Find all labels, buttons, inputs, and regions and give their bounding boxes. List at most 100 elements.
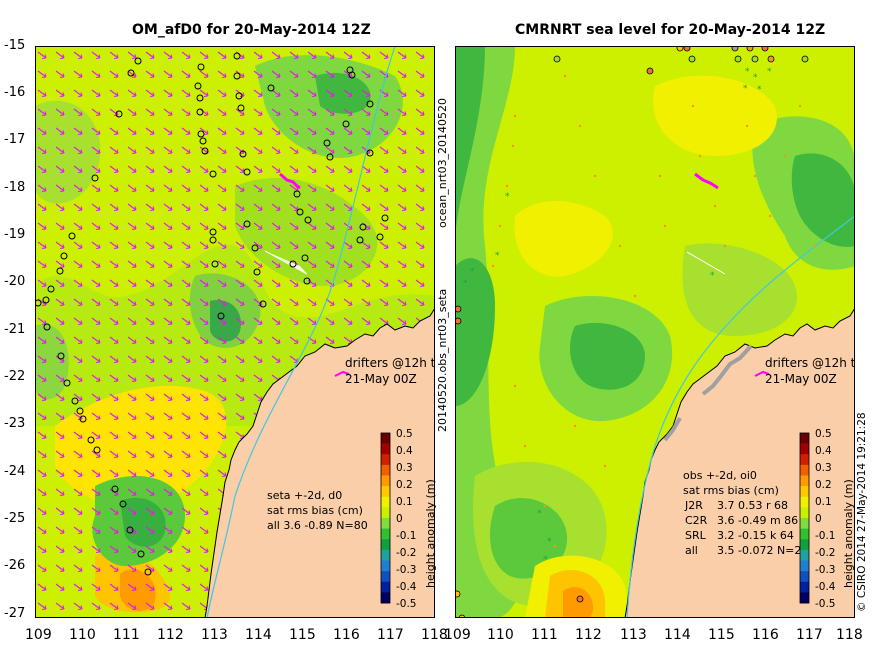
svg-text:0.4: 0.4 (396, 445, 413, 457)
lon-tick: 118 (421, 627, 448, 643)
colorbar-swatch (800, 549, 809, 561)
right-map: *** ** **** **** drifters @12h to 21-May … (455, 46, 855, 618)
lon-tick: 113 (620, 627, 647, 643)
colorbar-swatch (800, 571, 809, 583)
lat-tick: -23 (4, 416, 26, 431)
svg-text:-0.4: -0.4 (815, 581, 836, 593)
colorbar-swatch (800, 528, 809, 540)
svg-text:0.5: 0.5 (815, 428, 832, 440)
right-colorbar-ticks: 0.5 0.4 0.3 0.2 0.1 0 -0.1 -0.2 -0.3 -0.… (815, 428, 836, 610)
colorbar-swatch (381, 592, 390, 604)
lon-tick: 117 (796, 627, 823, 643)
right-shelf-contour-line (626, 215, 855, 618)
left-stats-line3: all 3.6 -0.89 N=80 (267, 519, 368, 532)
colorbar-swatch (381, 518, 390, 529)
svg-text:*: * (463, 279, 468, 289)
svg-text:*: * (757, 85, 762, 95)
svg-text:*: * (753, 73, 758, 83)
svg-text:-0.3: -0.3 (396, 564, 417, 576)
right-map-title: CMRNRT sea level for 20-May-2014 12Z (515, 22, 826, 38)
left-map: drifters @12h to 21-May 00Z seta +-2d, d… (35, 46, 435, 618)
svg-text:-0.1: -0.1 (815, 530, 836, 542)
colorbar-swatch (381, 454, 390, 466)
lat-tick: -19 (4, 227, 26, 242)
lon-tick: 115 (289, 627, 316, 643)
stats-values: 3.7 0.53 r 68 (717, 499, 788, 512)
svg-text:*: * (470, 267, 475, 277)
colorbar-swatch (381, 571, 390, 583)
svg-text:*: * (710, 271, 715, 281)
lon-tick: 112 (157, 627, 184, 643)
colorbar-swatch (800, 475, 809, 487)
colorbar-swatch (800, 581, 809, 593)
svg-text:-0.2: -0.2 (396, 547, 417, 559)
colorbar-swatch (800, 496, 809, 508)
stats-sat: C2R (685, 514, 708, 527)
left-colorbar: 0.5 0.4 0.3 0.2 0.1 0 -0.1 -0.2 -0.3 -0.… (380, 428, 417, 610)
svg-text:-0.5: -0.5 (396, 598, 417, 610)
lon-tick: 115 (708, 627, 735, 643)
lat-tick: -16 (4, 85, 26, 100)
lat-tick: -24 (4, 464, 26, 479)
left-map-title: OM_afD0 for 20-May-2014 12Z (132, 22, 371, 38)
colorbar-swatch (381, 443, 390, 455)
left-stats-line2: sat rms bias (cm) (267, 504, 363, 517)
svg-text:*: * (743, 84, 748, 94)
right-alongtrack-dots (491, 74, 817, 548)
lat-tick: -26 (4, 558, 26, 573)
lon-tick: 109 (25, 627, 52, 643)
colorbar-swatch (800, 433, 809, 444)
shelf-contour-line (206, 46, 396, 618)
svg-text:0.3: 0.3 (396, 462, 413, 474)
left-stats-line1: seta +-2d, d0 (267, 489, 342, 502)
stats-sat: SRL (685, 529, 707, 542)
drifter-legend-mark (334, 370, 350, 377)
lon-tick: 110 (487, 627, 514, 643)
right-stats-table: J2R 3.7 0.53 r 68 C2R 3.6 -0.49 m 86 SRL… (684, 499, 808, 557)
svg-text:0.2: 0.2 (815, 479, 832, 491)
svg-text:*: * (767, 67, 772, 77)
lat-tick: -21 (4, 322, 26, 337)
svg-text:0.1: 0.1 (815, 496, 832, 508)
lon-tick: 109 (444, 627, 471, 643)
stats-sat: all (685, 544, 698, 557)
left-drifters-label-line2: 21-May 00Z (345, 372, 417, 386)
lat-tick: -20 (4, 274, 26, 289)
colorbar-swatch (800, 507, 809, 519)
lat-tick: -17 (4, 132, 26, 147)
colorbar-swatch (381, 528, 390, 540)
stats-sat: J2R (684, 499, 703, 512)
lon-tick: 117 (377, 627, 404, 643)
left-drifters-label-line1: drifters @12h to (345, 356, 435, 370)
copyright-timestamp: © CSIRO 2014 27-May-2014 19:21:28 (856, 412, 868, 612)
right-stats-line1: obs +-2d, oi0 (683, 469, 757, 482)
left-colorbar-ticks: 0.5 0.4 0.3 0.2 0.1 0 -0.1 -0.2 -0.3 -0.… (396, 428, 417, 610)
right-drifters-label-line1: drifters @12h to (765, 356, 855, 370)
lon-tick: 114 (664, 627, 691, 643)
lat-tick: -27 (4, 606, 26, 621)
svg-text:-0.1: -0.1 (396, 530, 417, 542)
stats-values: 3.6 -0.49 m 86 (717, 514, 798, 527)
colorbar-frame (380, 432, 391, 604)
colorbar-swatch (800, 518, 809, 529)
colorbar-swatch (800, 592, 809, 604)
svg-text:0.2: 0.2 (396, 479, 413, 491)
stats-values: 3.5 -0.072 N=21 (717, 544, 808, 557)
drifter-track (279, 172, 301, 190)
left-colorbar-label: height anomaly (m) (424, 479, 437, 588)
stats-values: 3.2 -0.15 k 64 (717, 529, 794, 542)
colorbar-swatch (381, 475, 390, 487)
lon-tick: 118 (836, 627, 863, 643)
obs-run-label: 20140520.obs_nrt03_seta (436, 288, 449, 432)
colorbar-swatch (800, 443, 809, 455)
svg-text:0: 0 (815, 513, 822, 525)
colorbar-swatch (800, 454, 809, 466)
svg-text:-0.3: -0.3 (815, 564, 836, 576)
colorbar-swatch (381, 433, 390, 444)
right-stats-line2: sat rms bias (cm) (683, 484, 779, 497)
svg-text:-0.4: -0.4 (396, 581, 417, 593)
lon-tick: 111 (113, 627, 140, 643)
svg-text:*: * (505, 192, 510, 202)
right-colorbar-label: height anomaly (m) (842, 479, 855, 588)
svg-text:0: 0 (396, 513, 403, 525)
